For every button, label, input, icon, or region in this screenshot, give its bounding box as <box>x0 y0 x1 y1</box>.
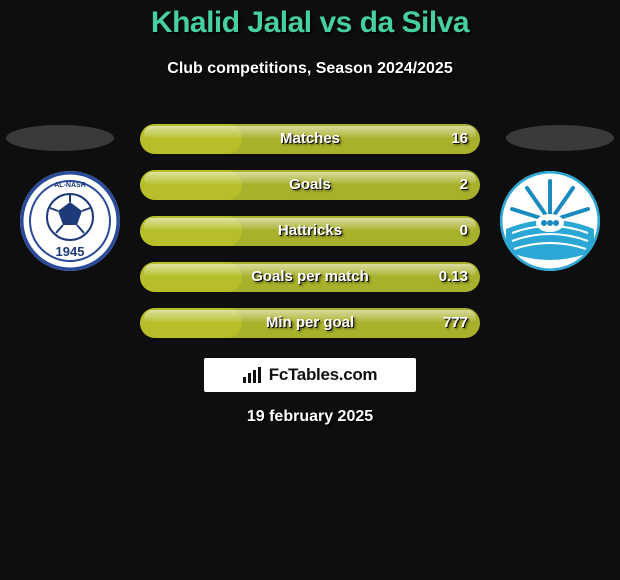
dibba-crest-icon <box>500 171 600 271</box>
brand-label: FcTables.com <box>269 365 378 385</box>
stat-row: Goals per match0.13 <box>140 262 480 292</box>
footer-date: 19 february 2025 <box>0 408 620 426</box>
team-logo-left: 1945 AL-NASR <box>20 171 120 271</box>
al-nasr-crest-icon: 1945 AL-NASR <box>20 171 120 271</box>
stat-row: Hattricks0 <box>140 216 480 246</box>
stat-value: 777 <box>443 308 468 338</box>
shadow-ellipse-left <box>6 125 114 151</box>
stat-label: Goals <box>140 170 480 200</box>
svg-text:1945: 1945 <box>56 244 85 259</box>
stats-bars: Matches16 Goals2 Hattricks0 Goals per match… <box>140 124 480 354</box>
brand-box: FcTables.com <box>202 356 418 394</box>
bar-chart-icon <box>243 367 263 383</box>
page-subtitle: Club competitions, Season 2024/2025 <box>0 60 620 78</box>
shadow-ellipse-right <box>506 125 614 151</box>
stat-value: 0.13 <box>439 262 468 292</box>
stat-value: 2 <box>460 170 468 200</box>
stat-row: Goals2 <box>140 170 480 200</box>
stat-value: 0 <box>460 216 468 246</box>
stat-value: 16 <box>451 124 468 154</box>
stat-label: Min per goal <box>140 308 480 338</box>
stat-row: Matches16 <box>140 124 480 154</box>
team-logo-right <box>500 171 600 271</box>
page-title: Khalid Jalal vs da Silva <box>0 6 620 40</box>
stat-row: Min per goal777 <box>140 308 480 338</box>
stat-label: Matches <box>140 124 480 154</box>
stat-label: Goals per match <box>140 262 480 292</box>
stat-label: Hattricks <box>140 216 480 246</box>
svg-text:AL-NASR: AL-NASR <box>54 182 86 189</box>
